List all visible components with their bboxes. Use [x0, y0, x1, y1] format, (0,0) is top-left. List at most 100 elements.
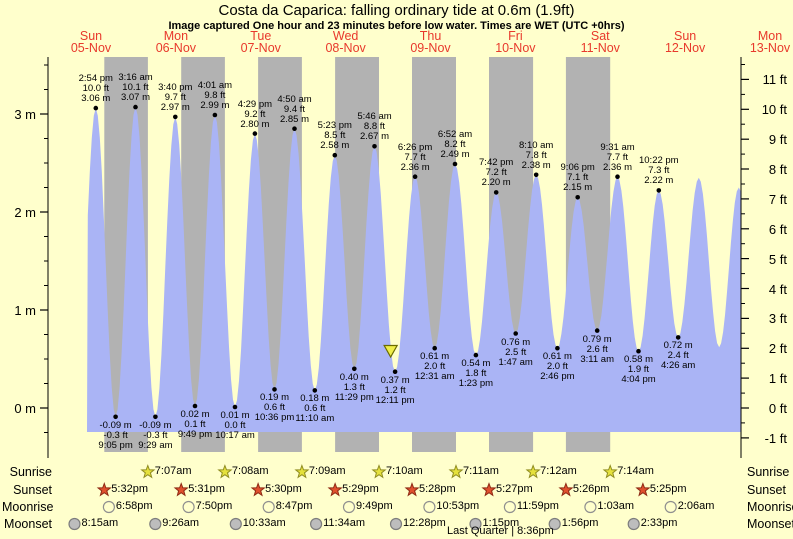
day-label: Sat 11-Nov [580, 29, 620, 55]
tide-point-dot [272, 387, 277, 392]
day-label: Sun 12-Nov [664, 29, 706, 55]
high-tide-annotation: 7:42 pm 7.2 ft 2.20 m [479, 157, 514, 189]
astro-row-label-right-moonrise: Moonrise [747, 500, 793, 514]
sunset-time: 5:28pm [419, 483, 456, 495]
moonset-circle-icon [469, 517, 482, 531]
low-tide-annotation: 0.19 m 0.6 ft 10:36 pm [254, 392, 295, 424]
tide-point-dot [212, 112, 218, 118]
astro-markers-layer [68, 464, 677, 531]
tide-point-dot [292, 126, 297, 131]
sunrise-star-icon [525, 464, 541, 479]
high-tide-annotation: 6:26 pm 7.7 ft 2.36 m [397, 141, 433, 173]
sunset-star-icon [635, 482, 651, 497]
tide-point-dot [153, 414, 158, 420]
moonrise-circle-icon [262, 500, 275, 514]
high-tide-annotation: 9:31 am 7.7 ft 2.36 m [600, 141, 635, 173]
tide-point-dot [636, 348, 641, 354]
right-axis-label: 11 ft [762, 72, 787, 88]
moonset-circle-icon [310, 517, 323, 531]
tide-point-dot [312, 388, 318, 393]
sunrise-star-icon [371, 464, 387, 479]
right-axis-label: 1 ft [768, 371, 787, 387]
moonset-time: 8:15am [81, 517, 119, 529]
sunrise-star-icon [448, 464, 464, 479]
sunrise-star-icon [602, 464, 618, 479]
right-axis-label: 3 ft [768, 311, 787, 327]
sunset-time: 5:26pm [572, 483, 610, 495]
right-axis-label: 4 ft [768, 281, 787, 297]
sunset-star-icon [404, 482, 420, 497]
high-tide-annotation: 2:54 pm 10.0 ft 3.06 m [78, 73, 113, 105]
tide-point-dot [615, 174, 620, 179]
moonset-circle-icon [149, 517, 162, 531]
sunrise-time: 7:09am [308, 465, 346, 477]
high-tide-annotation: 3:16 am 10.1 ft 3.07 m [118, 72, 153, 104]
day-label: Mon 13-Nov [749, 29, 791, 55]
moonrise-time: 8:47pm [275, 500, 313, 512]
tide-point-dot [93, 105, 99, 111]
low-tide-annotation: 0.61 m 2.0 ft 2:46 pm [540, 351, 575, 383]
moon-phase-label: Last Quarter | 8:36pm [447, 525, 554, 537]
sunrise-star-icon [217, 464, 233, 479]
tide-point-dot [173, 114, 178, 120]
sunset-time: 5:27pm [496, 483, 533, 495]
left-axis-label: 2 m [14, 205, 36, 220]
sunset-time: 5:29pm [342, 483, 379, 495]
tide-point-dot [555, 345, 560, 351]
astro-row-label-right-moonset: Moonset [747, 517, 793, 531]
tide-point-dot [133, 104, 138, 110]
astro-row-label-right-sunrise: Sunrise [747, 465, 790, 479]
moonrise-time: 10:53pm [436, 500, 480, 512]
moonrise-circle-icon [342, 500, 356, 514]
high-tide-annotation: 4:29 pm 9.2 ft 2.80 m [237, 98, 273, 130]
right-axis-label: 8 ft [768, 162, 787, 178]
sunrise-time: 7:07am [154, 465, 192, 477]
moonrise-time: 6:58pm [115, 500, 153, 512]
moonset-time: 10:33am [242, 517, 286, 529]
tide-area [87, 107, 741, 432]
sunset-star-icon [250, 482, 266, 497]
high-tide-annotation: 10:22 pm 7.3 ft 2.22 m [638, 155, 679, 187]
tide-point-dot [656, 188, 662, 193]
moonrise-time: 9:49pm [356, 500, 393, 512]
tide-point-dot [252, 131, 258, 136]
sunset-star-icon [173, 482, 189, 497]
moonrise-circle-icon [423, 500, 436, 514]
low-tide-annotation: 0.54 m 1.8 ft 1:23 pm [458, 358, 494, 390]
sunrise-star-icon [140, 464, 156, 479]
sunset-star-icon [558, 482, 574, 497]
moonrise-circle-icon [102, 500, 116, 514]
day-label: Tue 07-Nov [240, 29, 281, 55]
sunset-time: 5:31pm [188, 483, 225, 495]
sunset-time: 5:25pm [649, 483, 687, 495]
high-tide-annotation: 8:10 am 7.8 ft 2.38 m [519, 139, 554, 171]
high-tide-annotation: 4:50 am 9.4 ft 2.85 m [277, 93, 312, 125]
tide-point-dot [432, 345, 438, 351]
astro-row-label-left-sunrise: Sunrise [9, 465, 52, 479]
low-tide-annotation: 0.40 m 1.3 ft 11:29 pm [334, 371, 374, 403]
low-tide-annotation: 0.72 m 2.4 ft 4:26 am [661, 340, 696, 372]
moonrise-time: 11:59pm [516, 500, 559, 512]
moonrise-time: 1:03am [597, 500, 635, 512]
moonset-circle-icon [229, 517, 242, 531]
tide-point-dot [332, 152, 338, 158]
sunrise-time: 7:08am [231, 465, 269, 477]
moonrise-circle-icon [503, 500, 516, 514]
moonset-time: 9:26am [162, 517, 199, 529]
tide-point-dot [392, 369, 398, 375]
moonset-time: 1:56pm [561, 517, 599, 529]
right-axis-label: 0 ft [768, 401, 787, 416]
astro-row-label-right-sunset: Sunset [747, 483, 786, 497]
tide-point-dot [575, 195, 580, 200]
right-axis-label: 6 ft [768, 221, 787, 237]
sunset-star-icon [96, 482, 112, 497]
tide-point-dot [675, 335, 681, 340]
moonrise-time: 2:06am [677, 500, 715, 512]
tide-point-dot [192, 403, 198, 409]
moonrise-time: 7:50pm [195, 500, 233, 512]
day-label: Mon 06-Nov [155, 29, 197, 55]
sunset-star-icon [327, 482, 343, 497]
sunset-time: 5:32pm [111, 483, 148, 495]
